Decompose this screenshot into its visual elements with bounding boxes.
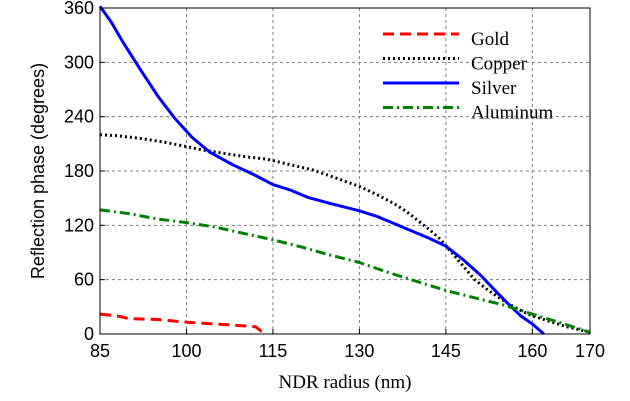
x-tick-label: 85: [90, 341, 110, 361]
x-tick-label: 160: [517, 341, 547, 361]
legend-label-gold: Gold: [471, 29, 510, 50]
y-tick-label: 60: [74, 270, 94, 290]
series-line-silver: [98, 5, 545, 336]
y-tick-label: 300: [64, 52, 94, 72]
series-line-gold: [99, 312, 268, 336]
legend-label-silver: Silver: [471, 78, 517, 99]
legend-label-aluminum: Aluminum: [471, 103, 554, 124]
y-tick-label: 180: [64, 161, 94, 181]
x-tick-label: 100: [171, 341, 201, 361]
x-tick-label: 170: [575, 341, 605, 361]
y-tick-label: 240: [64, 107, 94, 127]
y-axis-label: Reflection phase (degrees): [28, 63, 48, 279]
legend-label-copper: Copper: [471, 54, 528, 75]
y-tick-label: 120: [64, 215, 94, 235]
series-line-aluminum: [99, 208, 591, 334]
y-tick-label: 0: [84, 324, 94, 344]
series-line-copper: [99, 133, 591, 334]
axis-ticks: 85 100 115 130 145 160 170 0 60 120 180 240 300 360: [64, 0, 605, 361]
x-tick-label: 145: [431, 341, 461, 361]
legend: Gold Copper Silver Aluminum: [383, 29, 554, 124]
x-tick-label: 130: [344, 341, 374, 361]
grid: [100, 8, 590, 334]
x-axis-label: NDR radius (nm): [279, 372, 412, 393]
plot-series: [98, 5, 591, 336]
y-tick-label: 360: [64, 0, 94, 18]
x-tick-label: 115: [259, 341, 288, 361]
